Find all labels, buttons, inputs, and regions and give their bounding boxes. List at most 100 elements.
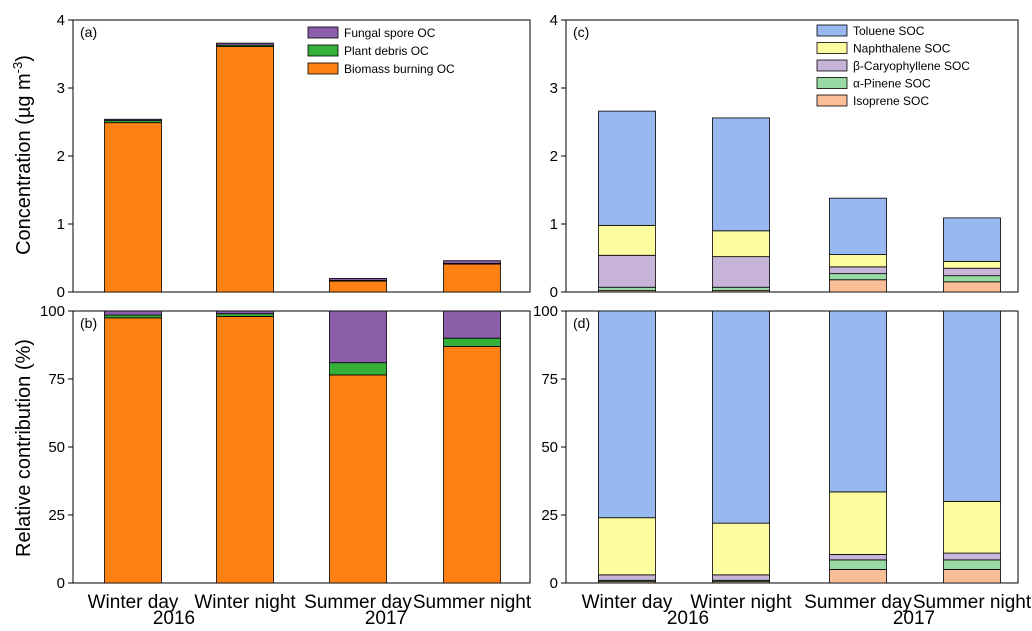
bar-stack-b-0 — [104, 310, 162, 584]
bar-stack-b-1 — [216, 310, 274, 584]
y-tick-label-d-2: 50 — [541, 439, 558, 456]
category-label-b-0: Winter day — [88, 592, 179, 613]
y-tick-label-b-4: 100 — [40, 303, 65, 320]
bar-segment-d-3-3 — [943, 500, 1001, 554]
y-tick-label-d-0: 0 — [550, 575, 558, 592]
bar-stack-b-2 — [329, 310, 387, 584]
bar-segment-d-0-3 — [598, 517, 656, 576]
y-tick-label-a-3: 3 — [57, 80, 65, 97]
legend-label-c-4: Toluene SOC — [853, 24, 925, 38]
legend-label-a-2: Fungal spore OC — [344, 26, 436, 40]
bar-segment-c-2-4 — [829, 197, 887, 256]
legend-swatch-c-0 — [816, 94, 848, 107]
legend-swatch-a-2 — [307, 26, 339, 39]
y-tick-label-b-3: 75 — [48, 371, 65, 388]
bar-segment-d-1-4 — [712, 310, 770, 524]
y-tick-label-b-2: 50 — [48, 439, 65, 456]
category-label-d-2: Summer day — [804, 592, 912, 613]
bar-stack-d-1 — [712, 310, 770, 584]
y-tick-label-a-0: 0 — [57, 284, 65, 301]
bar-segment-b-2-0 — [329, 374, 387, 584]
bar-segment-b-2-2 — [329, 310, 387, 364]
legend-swatch-c-2 — [816, 59, 848, 72]
bar-segment-b-1-0 — [216, 316, 274, 584]
bar-segment-c-2-0 — [829, 279, 887, 293]
bar-segment-d-3-0 — [943, 569, 1001, 584]
bar-segment-c-0-3 — [598, 224, 656, 256]
bar-segment-b-3-0 — [443, 345, 501, 584]
bar-stack-a-2 — [329, 277, 387, 293]
bar-segment-c-3-0 — [943, 281, 1001, 293]
legend-swatch-c-4 — [816, 24, 848, 37]
y-tick-label-c-4: 4 — [550, 12, 558, 29]
category-label-b-3: Summer night — [413, 592, 532, 613]
y-axis-label-bottom: Relative contribution (%) — [13, 339, 35, 557]
bar-segment-c-0-4 — [598, 110, 656, 226]
y-tick-label-b-1: 25 — [48, 507, 65, 524]
bar-segment-a-1-0 — [216, 46, 274, 293]
bar-segment-c-0-1 — [598, 286, 656, 292]
bar-segment-a-2-0 — [329, 280, 387, 293]
bar-segment-c-2-3 — [829, 254, 887, 268]
category-label-b-2: Summer day — [304, 592, 412, 613]
bar-stack-a-1 — [216, 42, 274, 293]
bar-segment-c-2-1 — [829, 273, 887, 281]
year-label-2016-right: 2016 — [667, 608, 709, 629]
bar-segment-c-1-2 — [712, 256, 770, 288]
legend-swatch-a-1 — [307, 44, 339, 57]
bar-segment-d-2-3 — [829, 491, 887, 555]
bar-segment-a-3-2 — [443, 260, 501, 264]
bar-segment-d-2-4 — [829, 310, 887, 493]
bar-segment-d-3-1 — [943, 559, 1001, 570]
bar-segment-c-3-3 — [943, 260, 1001, 269]
bar-segment-b-3-1 — [443, 337, 501, 347]
panel-label-d: (d) — [573, 315, 590, 331]
y-tick-label-c-3: 3 — [550, 80, 558, 97]
bar-segment-c-1-3 — [712, 230, 770, 258]
y-tick-label-a-1: 1 — [57, 216, 65, 233]
bar-stack-c-3 — [943, 217, 1001, 293]
bar-segment-d-1-3 — [712, 522, 770, 576]
category-label-b-1: Winter night — [194, 592, 296, 613]
bar-segment-d-0-2 — [598, 574, 656, 581]
y-axis-label-top-main: Concentration (µg m — [13, 73, 35, 255]
bar-segment-d-0-4 — [598, 310, 656, 519]
bar-stack-d-0 — [598, 310, 656, 584]
bar-segment-b-0-2 — [104, 310, 162, 316]
y-tick-label-c-1: 1 — [550, 216, 558, 233]
bar-stack-a-0 — [104, 118, 162, 293]
category-label-d-3: Summer night — [913, 592, 1032, 613]
bar-segment-b-3-2 — [443, 310, 501, 339]
bar-stack-d-2 — [829, 310, 887, 584]
bar-segment-b-0-1 — [104, 314, 162, 319]
bar-stack-c-2 — [829, 197, 887, 293]
y-axis-label-top-sup: -3 — [10, 62, 25, 74]
bar-segment-c-1-1 — [712, 286, 770, 292]
bar-segment-d-1-2 — [712, 574, 770, 581]
bar-stack-c-1 — [712, 117, 770, 293]
bar-segment-a-1-2 — [216, 42, 274, 46]
category-label-d-0: Winter day — [582, 592, 673, 613]
bar-segment-d-2-0 — [829, 569, 887, 584]
panel-c: 0 1 2 3 4 (c) Toluene SOC Naphthalene SOC β-Cary… — [550, 12, 1019, 301]
y-axis-label-top-end: ) — [13, 55, 35, 62]
bar-segment-d-3-4 — [943, 310, 1001, 502]
panels: 0 1 2 3 4 (a) Fungal spore OC Plant debris OC Bi… — [40, 12, 1032, 613]
legend-a: Fungal spore OC Plant debris OC Biomass bu… — [307, 26, 455, 76]
bar-segment-d-3-2 — [943, 552, 1001, 561]
y-tick-label-c-2: 2 — [550, 148, 558, 165]
y-tick-label-d-1: 25 — [541, 507, 558, 524]
bar-segment-a-0-2 — [104, 118, 162, 122]
bar-segment-c-1-4 — [712, 117, 770, 232]
panel-label-c: (c) — [573, 24, 589, 40]
bar-segment-d-2-2 — [829, 554, 887, 561]
y-tick-label-d-3: 75 — [541, 371, 558, 388]
legend-swatch-c-1 — [816, 77, 848, 89]
bar-segment-b-0-0 — [104, 317, 162, 584]
bar-segment-d-2-1 — [829, 559, 887, 570]
y-tick-label-a-2: 2 — [57, 148, 65, 165]
bar-segment-c-3-1 — [943, 275, 1001, 283]
y-axis-label-top: Concentration (µg m-3) — [10, 55, 35, 255]
legend-label-a-0: Biomass burning OC — [344, 62, 455, 76]
